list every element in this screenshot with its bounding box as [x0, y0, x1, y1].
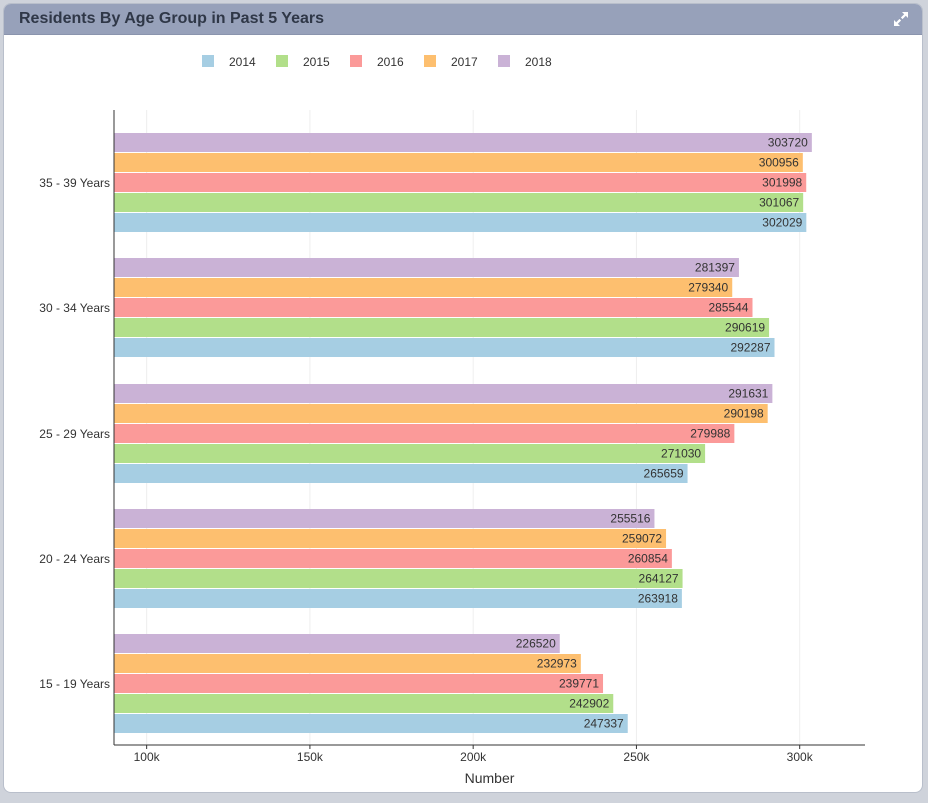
legend-swatch: [276, 55, 288, 67]
bar[interactable]: [114, 569, 683, 588]
data-label: 292287: [730, 341, 770, 355]
data-label: 281397: [695, 261, 735, 275]
bar[interactable]: [114, 318, 770, 337]
legend-item[interactable]: 2016: [350, 55, 404, 69]
legend-label: 2017: [451, 55, 478, 69]
bar[interactable]: [114, 258, 739, 277]
legend-item[interactable]: 2017: [424, 55, 478, 69]
legend-label: 2014: [229, 55, 256, 69]
bar[interactable]: [114, 404, 768, 423]
bar[interactable]: [114, 529, 667, 548]
data-label: 303720: [768, 136, 808, 150]
legend: 2014 2015 2016 2017 2018: [202, 55, 552, 69]
legend-item[interactable]: 2015: [276, 55, 330, 69]
panel-title: Residents By Age Group in Past 5 Years: [19, 10, 324, 27]
bars: 247337 242902 239771 232973 226520 263918 2641…: [114, 133, 812, 733]
data-label: 290619: [725, 321, 765, 335]
legend-label: 2016: [377, 55, 404, 69]
bar[interactable]: [114, 509, 655, 528]
data-label: 300956: [759, 156, 799, 170]
category-tick-label: 15 - 19 Years: [39, 677, 110, 691]
axes: 15 - 19 Years 20 - 24 Years 25 - 29 Years 3…: [39, 110, 865, 786]
bar[interactable]: [114, 298, 753, 317]
bar[interactable]: [114, 714, 628, 733]
category-tick-label: 25 - 29 Years: [39, 427, 110, 441]
bar[interactable]: [114, 278, 733, 297]
bar[interactable]: [114, 153, 803, 172]
data-label: 259072: [622, 532, 662, 546]
x-axis-title: Number: [465, 770, 515, 786]
bar[interactable]: [114, 674, 604, 693]
data-label: 285544: [708, 301, 748, 315]
x-tick-label: 200k: [460, 750, 487, 764]
bar[interactable]: [114, 338, 775, 357]
data-label: 301998: [762, 176, 802, 190]
bar[interactable]: [114, 193, 804, 212]
data-label: 301067: [759, 196, 799, 210]
category-tick-label: 35 - 39 Years: [39, 176, 110, 190]
bar[interactable]: [114, 549, 672, 568]
bar[interactable]: [114, 654, 581, 673]
data-label: 279988: [690, 427, 730, 441]
legend-swatch: [424, 55, 436, 67]
bar[interactable]: [114, 444, 706, 463]
expand-arrows-icon[interactable]: [892, 10, 910, 28]
bar[interactable]: [114, 589, 682, 608]
bar[interactable]: [114, 694, 614, 713]
x-tick-label: 100k: [134, 750, 161, 764]
bar[interactable]: [114, 634, 560, 653]
x-tick-label: 300k: [787, 750, 814, 764]
data-label: 226520: [516, 637, 556, 651]
bar[interactable]: [114, 424, 735, 443]
data-label: 232973: [537, 657, 577, 671]
x-tick-label: 150k: [297, 750, 324, 764]
category-tick-label: 30 - 34 Years: [39, 301, 110, 315]
data-label: 302029: [762, 216, 802, 230]
bar[interactable]: [114, 213, 807, 232]
category-tick-label: 20 - 24 Years: [39, 552, 110, 566]
data-label: 260854: [628, 552, 668, 566]
legend-swatch: [350, 55, 362, 67]
data-label: 239771: [559, 677, 599, 691]
legend-item[interactable]: 2014: [202, 55, 256, 69]
bar[interactable]: [114, 464, 688, 483]
bar[interactable]: [114, 384, 773, 403]
data-label: 271030: [661, 447, 701, 461]
x-tick-label: 250k: [623, 750, 650, 764]
data-label: 255516: [610, 512, 650, 526]
data-label: 242902: [569, 697, 609, 711]
data-label: 290198: [724, 407, 764, 421]
data-label: 265659: [644, 467, 684, 481]
data-label: 247337: [584, 717, 624, 731]
bar[interactable]: [114, 173, 807, 192]
bar[interactable]: [114, 133, 812, 152]
legend-item[interactable]: 2018: [498, 55, 552, 69]
panel-header: Residents By Age Group in Past 5 Years: [4, 4, 922, 35]
legend-label: 2018: [525, 55, 552, 69]
legend-swatch: [202, 55, 214, 67]
data-label: 279340: [688, 281, 728, 295]
data-label: 264127: [639, 572, 679, 586]
legend-label: 2015: [303, 55, 330, 69]
data-label: 263918: [638, 592, 678, 606]
legend-swatch: [498, 55, 510, 67]
data-label: 291631: [728, 387, 768, 401]
